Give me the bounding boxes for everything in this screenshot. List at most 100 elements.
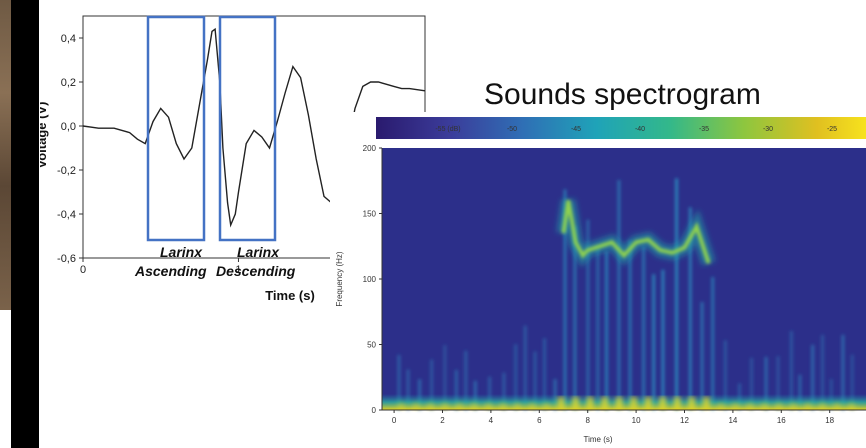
voltage-y-tick-label: -0,4 <box>57 209 76 221</box>
spectro-y-tick-label: 150 <box>363 210 377 219</box>
low-frequency-hotspot <box>543 403 550 410</box>
low-frequency-hotspot <box>514 403 521 410</box>
low-frequency-hotspot <box>601 396 608 410</box>
spectral-burst <box>841 334 845 410</box>
spectral-burst <box>430 359 434 410</box>
photo-edge <box>0 0 11 310</box>
low-frequency-hotspot <box>470 403 477 410</box>
low-frequency-hotspot <box>732 403 739 410</box>
spectral-burst <box>464 350 468 410</box>
spectral-burst <box>563 189 567 410</box>
voltage-x-tick-label: 0 <box>80 264 86 276</box>
spectro-x-tick-label: 14 <box>728 416 737 425</box>
low-frequency-hotspot <box>500 403 506 410</box>
spectrogram-chart: -55 (dB) -50 -45 -40 -35 -30 -25 050100150200 … <box>330 112 866 448</box>
spectro-x-axis-label: Time (s) <box>583 435 612 444</box>
spectrogram-plot-area <box>382 148 866 410</box>
colorbar-tick-label: -45 <box>571 126 581 133</box>
spectral-burst <box>789 330 793 410</box>
spectral-burst <box>750 357 754 410</box>
low-frequency-hotspot <box>398 403 405 410</box>
spectral-burst <box>688 207 692 410</box>
voltage-y-tick-label: -0,2 <box>57 165 76 177</box>
low-frequency-hotspot <box>645 396 652 410</box>
spectral-burst <box>642 246 646 410</box>
colorbar-tick-label: -25 <box>827 126 837 133</box>
spectro-y-tick-label: 0 <box>372 406 377 415</box>
spectral-burst <box>523 325 527 410</box>
spectral-burst <box>776 356 780 410</box>
low-frequency-hotspot <box>775 403 782 410</box>
spectral-burst <box>573 226 577 410</box>
low-frequency-hotspot <box>688 396 695 410</box>
low-frequency-hotspot <box>456 403 463 410</box>
spectral-burst <box>700 302 704 410</box>
low-frequency-hotspot <box>427 403 434 410</box>
colorbar-tick-label: -35 <box>699 126 709 133</box>
low-frequency-hotspot <box>587 396 594 410</box>
voltage-y-tick-label: 0,0 <box>61 121 76 133</box>
colorbar-tick-label: -50 <box>507 126 517 133</box>
spectral-burst <box>617 180 621 410</box>
spectral-burst <box>675 178 679 410</box>
spectro-x-tick-label: 16 <box>777 416 786 425</box>
spectral-burst <box>596 246 600 410</box>
low-frequency-hotspot <box>659 396 666 410</box>
low-frequency-hotspot <box>616 396 623 410</box>
colorbar <box>376 117 866 139</box>
spectral-burst <box>397 354 401 410</box>
spectral-burst <box>406 369 410 410</box>
spectro-x-tick-label: 6 <box>537 416 542 425</box>
spectral-burst <box>661 269 665 410</box>
low-frequency-hotspot <box>717 403 724 410</box>
annotation-descending-line1: Larinx <box>237 244 280 260</box>
spectral-burst <box>533 351 537 410</box>
voltage-series-line <box>82 27 426 228</box>
spectro-y-tick-label: 200 <box>363 144 377 153</box>
spectral-burst <box>542 338 546 410</box>
spectral-burst <box>605 251 609 410</box>
low-frequency-hotspot <box>529 403 536 410</box>
low-frequency-hotspot <box>746 403 753 410</box>
voltage-x-tick-label: 1 <box>235 264 241 276</box>
annotation-ascending-line2: Ascending <box>134 263 207 279</box>
descending-highlight-box <box>218 15 277 242</box>
low-frequency-hotspot <box>790 403 797 410</box>
low-frequency-hotspot <box>441 403 448 410</box>
low-frequency-hotspot <box>485 403 492 410</box>
low-frequency-hotspot <box>572 396 579 410</box>
colorbar-tick-label: -55 (dB) <box>435 126 460 133</box>
voltage-y-axis-label: Voltage (V) <box>40 102 49 169</box>
low-frequency-hotspot <box>412 403 419 410</box>
spectro-x-tick-label: 2 <box>440 416 445 425</box>
colorbar-tick-label: -40 <box>635 126 645 133</box>
voltage-y-tick-label: -0,6 <box>57 253 76 265</box>
voltage-y-tick-label: 0,4 <box>61 33 76 45</box>
low-frequency-hotspot <box>761 403 768 410</box>
spectro-x-tick-label: 12 <box>680 416 689 425</box>
harmonic-band <box>561 200 711 264</box>
spectro-x-tick-label: 18 <box>825 416 834 425</box>
spectro-x-tick-label: 10 <box>632 416 641 425</box>
colorbar-tick-label: -30 <box>763 126 773 133</box>
low-frequency-hotspot <box>674 396 681 410</box>
spectral-burst <box>586 219 590 410</box>
black-divider <box>11 0 39 448</box>
spectrogram-title: Sounds spectrogram <box>484 78 761 111</box>
spectral-burst <box>454 369 458 410</box>
spectral-burst <box>821 334 825 410</box>
voltage-x-axis-label: Time (s) <box>265 288 315 303</box>
spectral-burst <box>443 345 447 410</box>
spectro-x-tick-label: 0 <box>392 416 397 425</box>
low-frequency-hotspot <box>833 403 840 410</box>
ascending-highlight-box <box>146 15 206 242</box>
low-frequency-hotspot <box>630 396 637 410</box>
spectral-burst <box>850 354 854 410</box>
annotation-ascending-line1: Larinx <box>160 244 203 260</box>
low-frequency-hotspot <box>804 403 811 410</box>
spectral-burst <box>811 344 815 410</box>
spectro-x-tick-label: 4 <box>489 416 494 425</box>
spectral-burst <box>711 277 715 410</box>
spectro-x-tick-label: 8 <box>585 416 590 425</box>
spectral-burst <box>723 340 727 410</box>
